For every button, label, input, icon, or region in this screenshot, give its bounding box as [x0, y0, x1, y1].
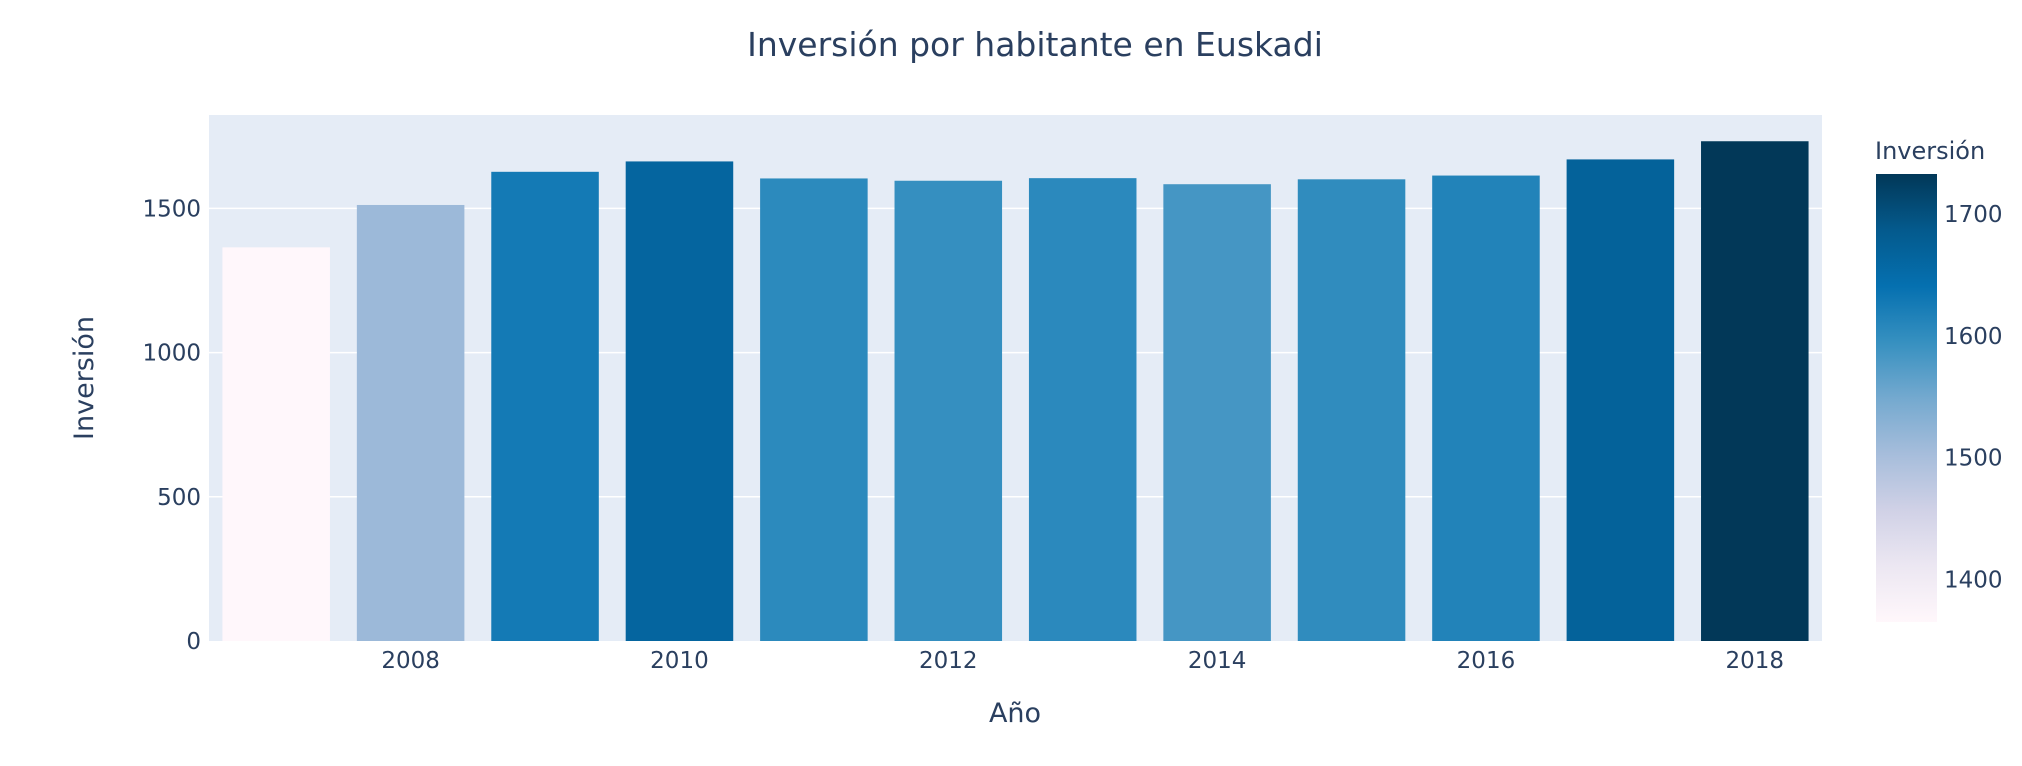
bar-2014 [1163, 184, 1271, 642]
y-tick-label: 1000 [142, 341, 201, 367]
bar-2015 [1297, 179, 1406, 642]
colorbar-tick-label: 1500 [1944, 446, 2003, 472]
bar-2007 [222, 247, 330, 642]
x-axis-ticks: 2008 2010 2012 2014 2016 2018 [381, 648, 1784, 674]
x-tick-label: 2018 [1726, 648, 1785, 674]
y-tick-label: 500 [157, 485, 201, 511]
colorbar: Inversión 1400 1500 1600 1700 [1875, 137, 2003, 622]
x-tick-label: 2016 [1457, 648, 1516, 674]
bar-2008 [356, 204, 465, 641]
bar-2009 [491, 171, 599, 641]
bar-2011 [760, 178, 868, 641]
colorbar-tick-label: 1700 [1944, 202, 2003, 228]
plot-area [209, 115, 1822, 641]
x-tick-label: 2010 [650, 648, 709, 674]
y-axis-ticks: 0 500 1000 1500 [142, 196, 201, 655]
colorbar-tick-label: 1600 [1944, 324, 2003, 350]
y-axis-label: Inversión [69, 316, 100, 440]
gridlines [209, 207, 1822, 498]
colorbar-title: Inversión [1875, 137, 1985, 165]
bar-2010 [625, 161, 734, 642]
x-tick-label: 2008 [381, 648, 440, 674]
chart-title: Inversión por habitante en Euskadi [747, 25, 1323, 64]
bar-2012 [894, 180, 1003, 641]
bar-2017 [1566, 159, 1675, 641]
y-tick-label: 1500 [142, 196, 201, 222]
colorbar-tick-label: 1400 [1944, 567, 2003, 593]
y-tick-label: 0 [186, 629, 201, 655]
bars [222, 141, 1809, 642]
bar-2016 [1432, 175, 1540, 641]
x-tick-label: 2012 [919, 648, 978, 674]
x-tick-label: 2014 [1188, 648, 1247, 674]
bar-2013 [1028, 178, 1137, 641]
colorbar-ticks: 1400 1500 1600 1700 [1944, 202, 2003, 593]
colorbar-gradient [1876, 174, 1937, 622]
bar-2018 [1701, 141, 1809, 642]
x-axis-label: Año [989, 698, 1041, 729]
